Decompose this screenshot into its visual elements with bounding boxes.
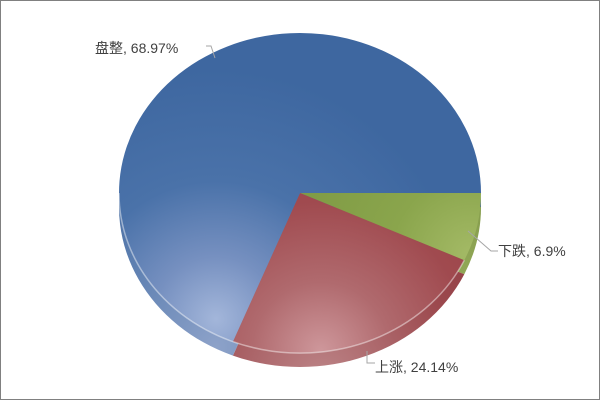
- pie-slice-down[interactable]: [300, 193, 482, 261]
- leader-line-down: [467, 230, 498, 252]
- leader-line-flat: [206, 45, 216, 59]
- pie-label-down: 下跌, 6.9%: [498, 243, 566, 259]
- leader-line-up: [366, 351, 375, 364]
- pie-main: [118, 33, 482, 354]
- pie-label-flat: 盘整, 68.97%: [95, 40, 179, 56]
- pie-slice-up[interactable]: [232, 193, 465, 354]
- pie-slice-flat[interactable]: [119, 33, 482, 342]
- pie-bottom-edge-highlight: [118, 192, 465, 354]
- pie-label-up: 上涨, 24.14%: [375, 359, 459, 375]
